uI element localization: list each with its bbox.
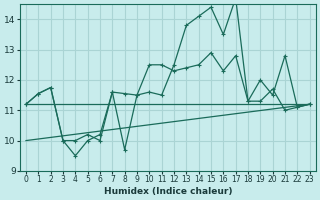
X-axis label: Humidex (Indice chaleur): Humidex (Indice chaleur): [104, 187, 232, 196]
